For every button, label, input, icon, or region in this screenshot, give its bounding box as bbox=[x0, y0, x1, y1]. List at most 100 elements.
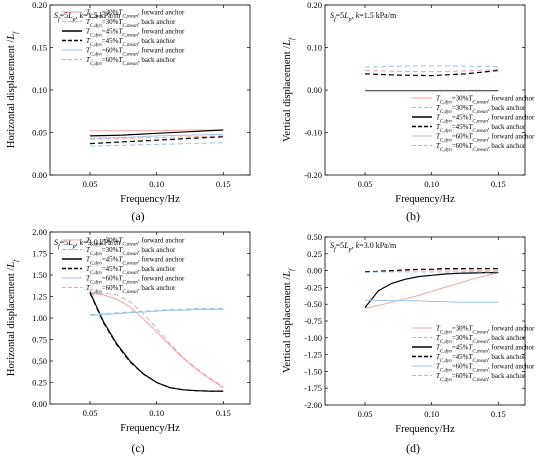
y-tick-label: -1.25 bbox=[304, 350, 322, 360]
series-line bbox=[89, 142, 224, 147]
x-tick-label: 0.10 bbox=[424, 409, 439, 419]
legend-entry: TC,dyn=60%TC,mean, back anchor bbox=[86, 284, 176, 295]
legend-entry: TC,dyn=60%TC,mean, forward anchor bbox=[436, 133, 535, 144]
legend-entry: TC,dyn=30%TC,mean, forward anchor bbox=[436, 95, 535, 106]
chart-panel: 0.00 0.05 0.10 0.15 0.20 0.05 0.10 0.15 Frequenc… bbox=[6, 0, 251, 223]
legend-entry: TC,dyn=30%TC,mean, forward anchor bbox=[436, 325, 535, 336]
series-line bbox=[365, 299, 499, 303]
y-tick-label: 0.50 bbox=[32, 356, 47, 366]
legend-entry: TC,dyn=30%TC,mean, back anchor bbox=[86, 18, 176, 29]
series-line bbox=[89, 136, 224, 145]
y-tick-label: 0.00 bbox=[32, 170, 47, 180]
y-tick-label: 0.00 bbox=[307, 85, 322, 95]
series-line bbox=[89, 135, 224, 140]
panel-label: (c) bbox=[131, 441, 144, 455]
y-tick-label: 0.25 bbox=[307, 249, 322, 259]
series-line bbox=[89, 129, 224, 137]
y-tick-label: -2.00 bbox=[304, 400, 322, 410]
legend-entry: TC,dyn=60%TC,mean, back anchor bbox=[86, 56, 176, 67]
x-tick-label: 0.15 bbox=[216, 408, 231, 418]
y-tick-label: 1.00 bbox=[32, 313, 47, 323]
parameter-annotation: Sf=5Lp, k=3.0 kPa/m bbox=[330, 241, 397, 253]
y-tick-label: -0.25 bbox=[304, 282, 322, 292]
y-tick-label: 0.50 bbox=[307, 232, 322, 242]
x-axis-title: Frequency/Hz bbox=[120, 194, 180, 205]
y-tick-label: -1.00 bbox=[304, 333, 322, 343]
y-tick-label: -0.50 bbox=[304, 299, 322, 309]
series-line bbox=[89, 133, 224, 139]
legend-entry: TC,dyn=60%TC,mean, back anchor bbox=[436, 372, 526, 383]
y-axis-title: Horizontal displacement /Lf bbox=[6, 259, 20, 376]
legend-entry: TC,dyn=45%TC,mean, forward anchor bbox=[436, 344, 535, 355]
y-tick-label: -0.75 bbox=[304, 316, 322, 326]
series-line bbox=[364, 69, 499, 73]
y-tick-label: -1.75 bbox=[304, 383, 322, 393]
series-line bbox=[89, 292, 224, 392]
chart-panel: -0.20 -0.10 0.00 0.10 0.20 0.05 0.10 0.15 Freque… bbox=[282, 0, 535, 223]
legend-entry: TC,dyn=45%TC,mean, forward anchor bbox=[436, 114, 535, 125]
x-tick-label: 0.05 bbox=[358, 179, 373, 189]
y-tick-label: 0.00 bbox=[32, 399, 47, 409]
legend-entry: TC,dyn=60%TC,mean, back anchor bbox=[436, 142, 526, 153]
panel-label: (a) bbox=[131, 209, 144, 223]
legend-entry: TC,dyn=45%TC,mean, back anchor bbox=[436, 353, 526, 364]
x-tick-label: 0.05 bbox=[83, 179, 98, 189]
panel-label: (b) bbox=[406, 209, 420, 223]
x-tick-label: 0.15 bbox=[216, 179, 231, 189]
x-axis-title: Frequency/Hz bbox=[120, 423, 180, 434]
legend-entry: TC,dyn=30%TC,mean, back anchor bbox=[436, 104, 526, 115]
parameter-annotation: Sf=5Lp, k=1.5 kPa/m bbox=[330, 11, 397, 23]
y-tick-label: -0.10 bbox=[304, 128, 322, 138]
legend-entry: TC,dyn=30%TC,mean, forward anchor bbox=[86, 237, 185, 248]
y-axis-title: Vertical displacement /Lf bbox=[282, 268, 296, 373]
series-line bbox=[364, 272, 499, 308]
series-line bbox=[90, 129, 224, 132]
y-tick-label: 0.05 bbox=[32, 128, 47, 138]
legend: TC,dyn=30%TC,mean, forward anchorTC,dyn=… bbox=[412, 95, 535, 153]
series-line bbox=[89, 308, 224, 316]
y-axis-title: Horizontal displacement /Lf bbox=[6, 31, 20, 148]
x-tick-label: 0.05 bbox=[83, 408, 98, 418]
y-tick-label: 1.25 bbox=[32, 292, 47, 302]
legend-entry: TC,dyn=45%TC,mean, back anchor bbox=[86, 37, 176, 48]
legend-entry: TC,dyn=45%TC,mean, forward anchor bbox=[86, 256, 185, 267]
y-tick-label: 0.20 bbox=[32, 0, 47, 10]
legend: TC,dyn=30%TC,mean, forward anchor TC,dyn=… bbox=[412, 325, 535, 383]
y-tick-label: 0.15 bbox=[32, 43, 47, 53]
series-line bbox=[364, 268, 499, 273]
y-tick-label: 1.75 bbox=[32, 249, 47, 259]
x-tick-label: 0.05 bbox=[358, 409, 373, 419]
y-tick-label: -1.50 bbox=[304, 366, 322, 376]
series-line bbox=[89, 291, 224, 392]
x-tick-label: 0.15 bbox=[491, 179, 506, 189]
legend-entry: TC,dyn=45%TC,mean, forward anchor bbox=[86, 28, 185, 39]
x-axis-title: Frequency/Hz bbox=[395, 194, 455, 205]
legend: TC,dyn=30%TC,mean, forward anchorTC,dyn=… bbox=[62, 237, 185, 295]
y-tick-label: 0.75 bbox=[32, 335, 47, 345]
chart-panel: -2.00 -1.75 -1.50 -1.25 -1.00 -0.75 -0.50 -0.25… bbox=[282, 232, 535, 455]
series-line bbox=[364, 271, 499, 274]
legend-entry: TC,dyn=30%TC,mean, forward anchor bbox=[86, 9, 185, 20]
legend-entry: TC,dyn=60%TC,mean, forward anchor bbox=[86, 47, 185, 58]
parameter-annotation: Sf=5Lp, k=1.5 kPa/m bbox=[54, 11, 121, 23]
y-tick-label: 0.00 bbox=[307, 266, 322, 276]
legend-entry: TC,dyn=45%TC,mean, back anchor bbox=[86, 265, 176, 276]
series-line bbox=[364, 65, 499, 68]
x-tick-label: 0.10 bbox=[149, 408, 164, 418]
legend-entry: TC,dyn=60%TC,mean, forward anchor bbox=[436, 363, 535, 374]
series-line bbox=[364, 69, 499, 77]
panel-label: (d) bbox=[406, 441, 420, 455]
y-tick-label: 0.10 bbox=[307, 43, 322, 53]
legend-entry: TC,dyn=45%TC,mean, back anchor bbox=[436, 123, 526, 134]
y-tick-label: 0.25 bbox=[32, 378, 47, 388]
y-tick-label: 1.50 bbox=[32, 270, 47, 280]
series-line bbox=[89, 292, 224, 389]
series-line bbox=[364, 272, 499, 309]
y-tick-label: 0.20 bbox=[307, 0, 322, 10]
legend-entry: TC,dyn=30%TC,mean, back anchor bbox=[86, 246, 176, 257]
legend: TC,dyn=30%TC,mean, forward anchorTC,dyn=… bbox=[62, 9, 185, 67]
parameter-annotation: Sf=5Lp, k=3.0 kPa/m bbox=[54, 238, 121, 250]
series-line bbox=[89, 292, 224, 388]
series-line bbox=[89, 308, 224, 316]
